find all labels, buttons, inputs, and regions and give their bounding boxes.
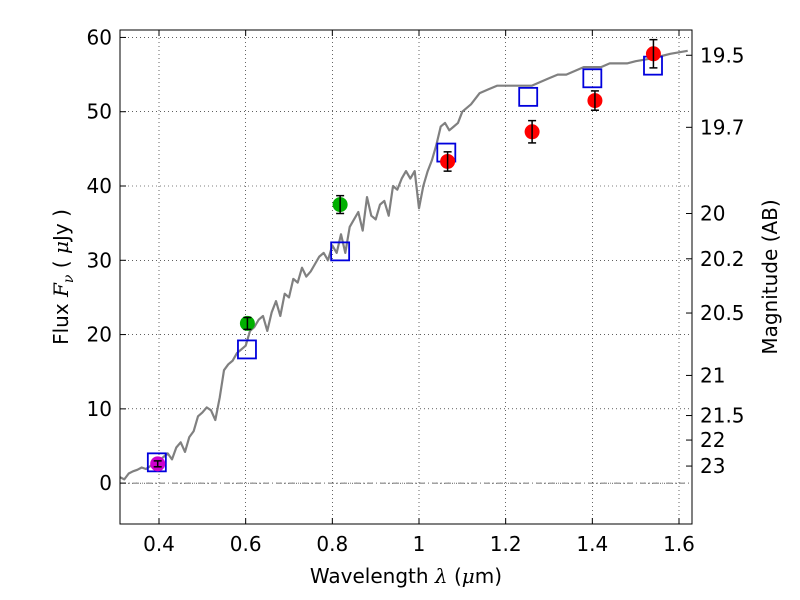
data-points bbox=[146, 38, 663, 473]
y-tick-label: 10 bbox=[87, 397, 112, 421]
model-spectrum bbox=[119, 49, 688, 481]
y-axis-label: Flux Fν ( μJy ) bbox=[49, 209, 77, 345]
model-spectrum-line bbox=[119, 49, 688, 481]
y2-tick-label: 22 bbox=[700, 428, 725, 452]
y-tick-label: 0 bbox=[99, 471, 112, 495]
x-tick-label: 1 bbox=[413, 532, 426, 556]
x-tick-label: 1.4 bbox=[576, 532, 608, 556]
y2-tick-label: 23 bbox=[700, 454, 725, 478]
axis-ticks: 0.4 0.6 0.8 1 1.2 1.4 1.6 0 10 20 30 40 50 60 19.5 19.7… bbox=[87, 25, 745, 556]
model-band-square bbox=[146, 452, 167, 473]
y2-tick-label: 19.5 bbox=[700, 43, 745, 67]
y2-tick-label: 20.5 bbox=[700, 301, 745, 325]
plot-frame bbox=[119, 29, 693, 525]
grid bbox=[120, 30, 692, 524]
y-tick-label: 60 bbox=[87, 25, 112, 49]
y2-tick-label: 19.7 bbox=[700, 115, 745, 139]
y-tick-label: 30 bbox=[87, 248, 112, 272]
model-band-square bbox=[518, 86, 539, 107]
y-tick-label: 40 bbox=[87, 174, 112, 198]
y2-tick-label: 21.5 bbox=[700, 404, 745, 428]
x-tick-label: 0.4 bbox=[143, 532, 175, 556]
x-tick-label: 0.6 bbox=[230, 532, 262, 556]
x-tick-label: 1.2 bbox=[490, 532, 522, 556]
x-axis-mu: μ bbox=[462, 564, 475, 588]
model-band-square bbox=[582, 68, 603, 89]
y-axis-mu: μ bbox=[49, 241, 73, 254]
model-band-square bbox=[330, 241, 351, 262]
x-tick-label: 1.6 bbox=[663, 532, 695, 556]
x-tick-label: 0.8 bbox=[316, 532, 348, 556]
y2-tick-label: 20 bbox=[700, 201, 725, 225]
y2-tick-label: 21 bbox=[700, 363, 725, 387]
model-band-square bbox=[237, 339, 257, 360]
y-axis-nu-subscript: ν bbox=[61, 274, 77, 283]
y-tick-label: 50 bbox=[87, 100, 112, 124]
y-tick-label: 20 bbox=[87, 323, 112, 347]
y-axis-flux-symbol: F bbox=[49, 282, 73, 298]
x-axis-lambda: λ bbox=[434, 564, 448, 588]
x-axis-label: Wavelength λ (μm) bbox=[310, 564, 502, 588]
y2-tick-label: 20.2 bbox=[700, 247, 745, 271]
y2-axis-label: Magnitude (AB) bbox=[758, 199, 782, 354]
